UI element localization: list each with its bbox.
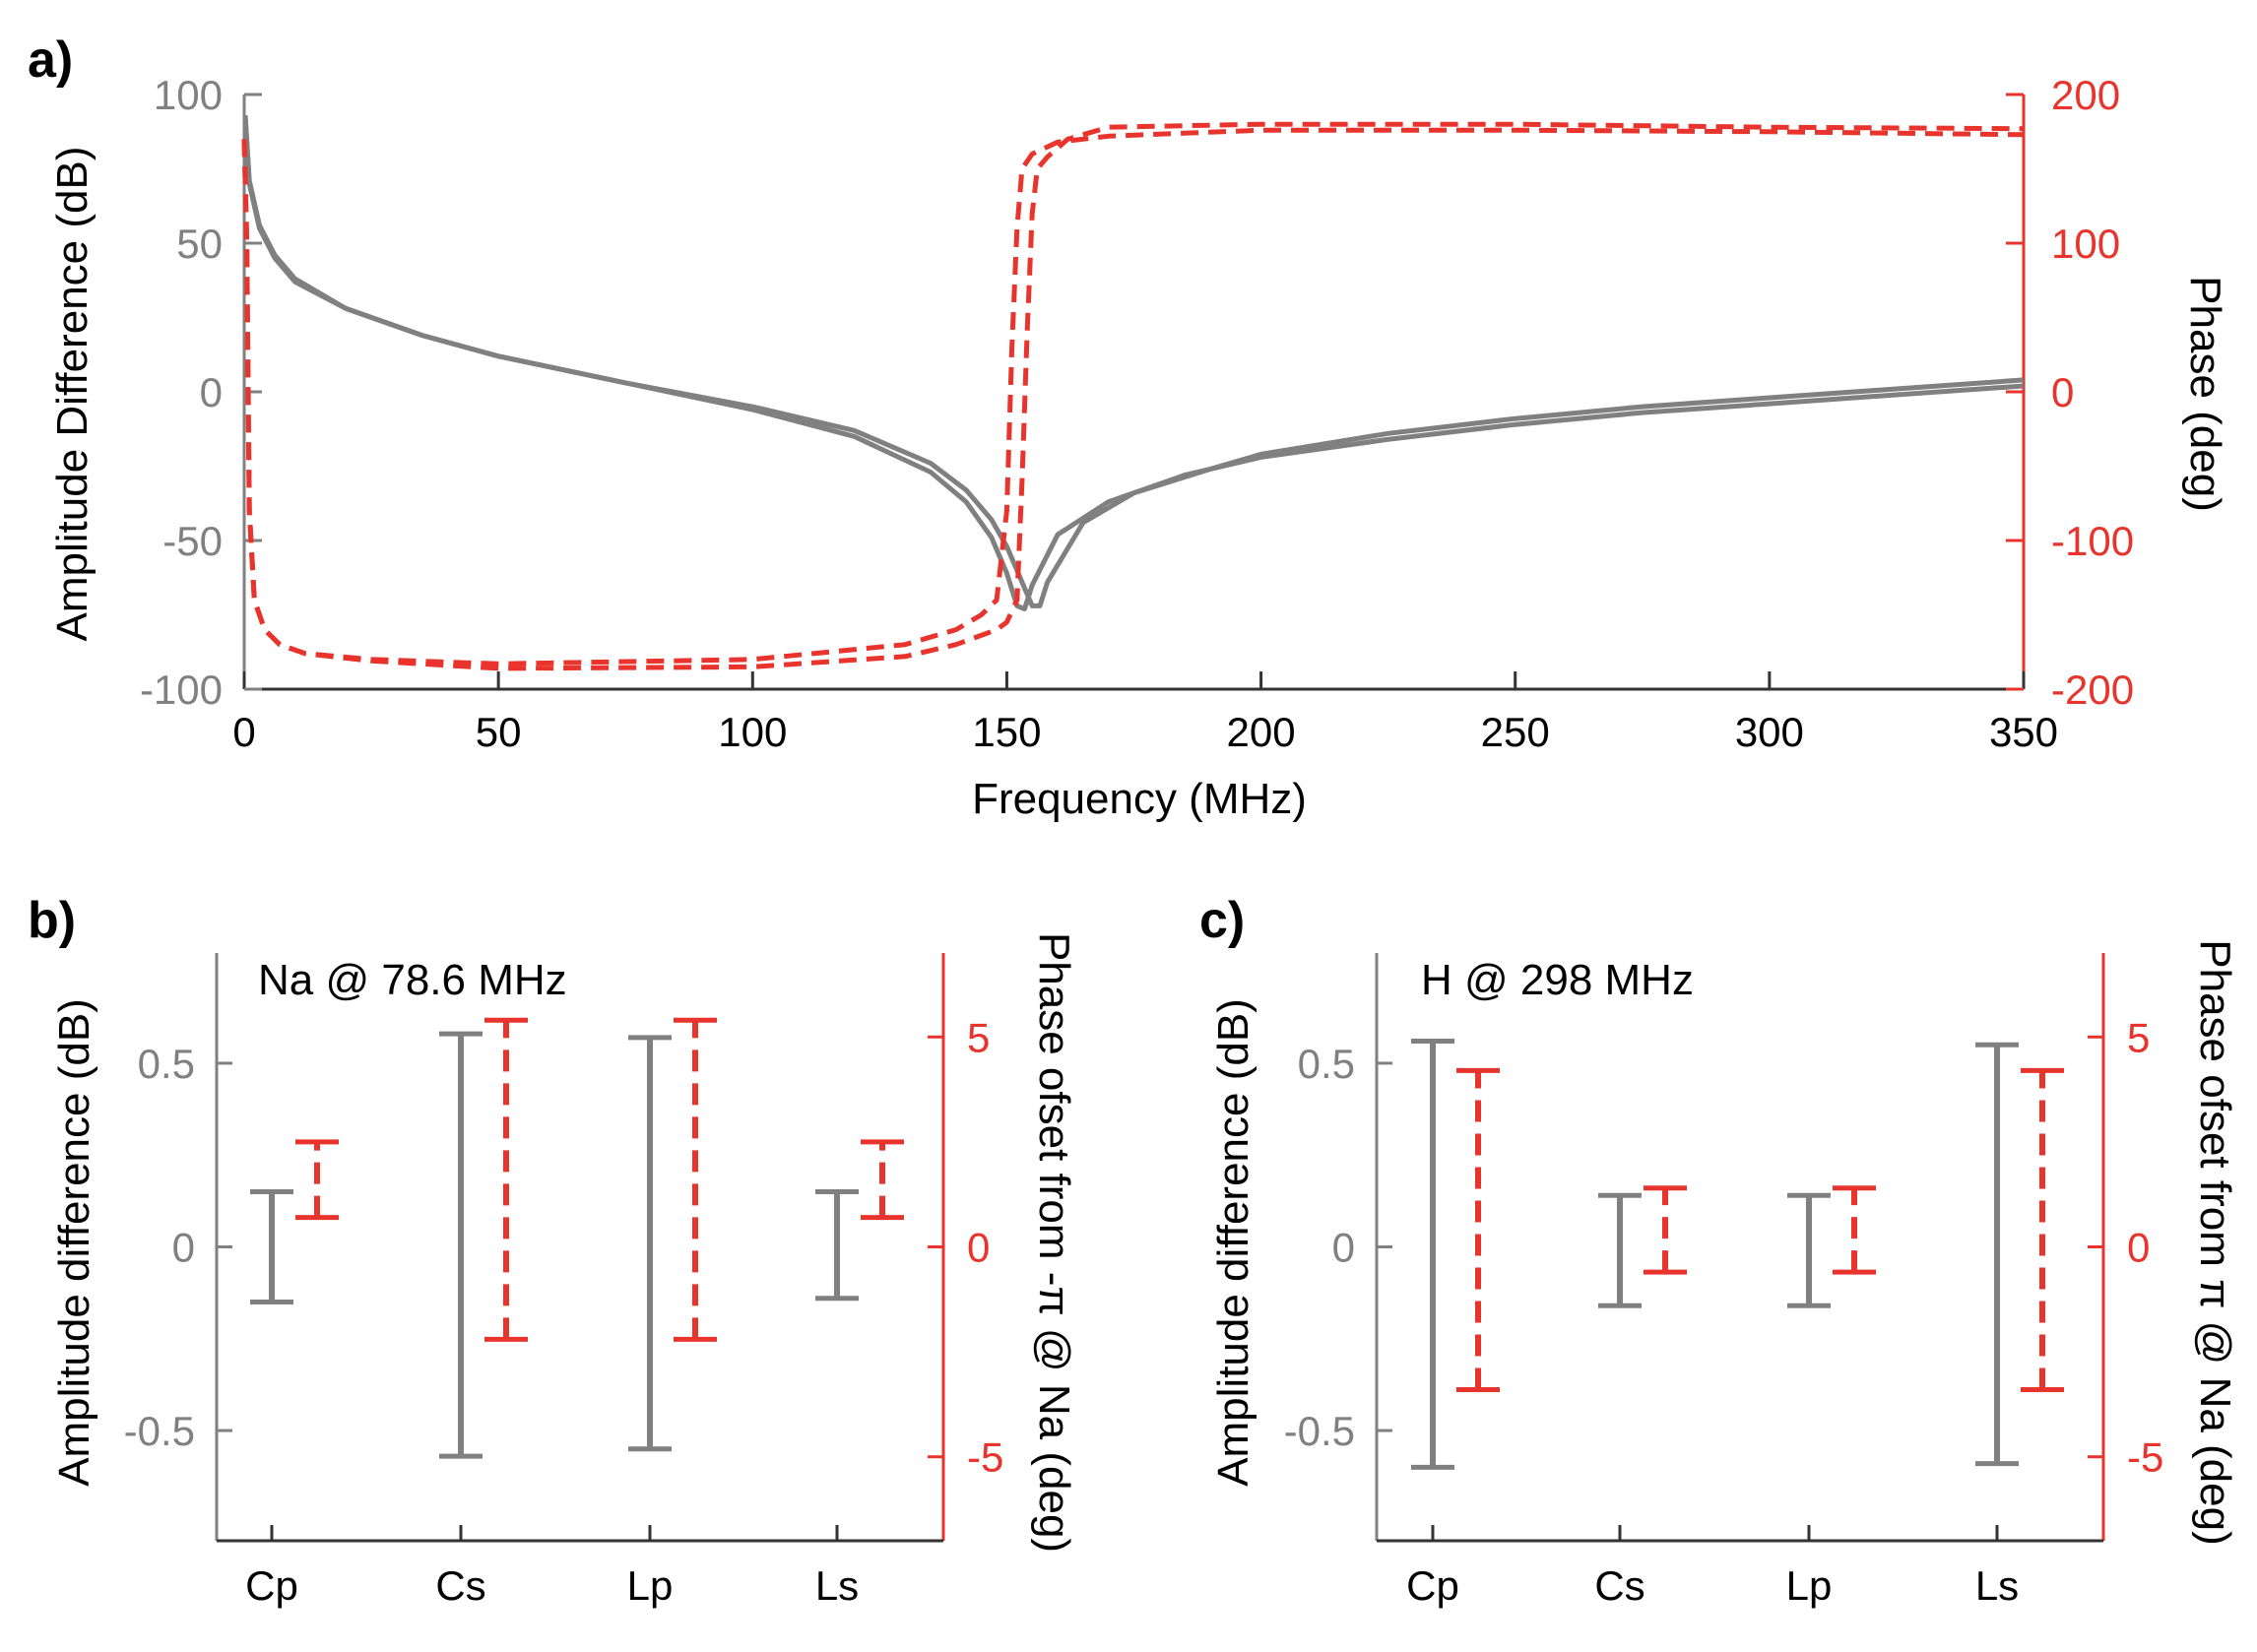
panel-a-right-tick-label: -200: [2051, 667, 2134, 713]
panel-b-right-axis-label: Phase ofset from -π @ Na (deg): [1030, 932, 1078, 1553]
panel-c-label: c): [1199, 892, 1245, 949]
panel-b-phase-errorbar: [674, 1017, 717, 1342]
panel-c-right-tick-label: -5: [2127, 1434, 2163, 1481]
panel-c-amplitude-errorbar: [1598, 1192, 1642, 1308]
panel-a-x-tick-label: 300: [1735, 709, 1804, 755]
panel-b-annotation: Na @ 78.6 MHz: [258, 956, 567, 1004]
panel-b-amplitude-errorbar: [250, 1189, 293, 1304]
panel-b-phase-errorbar: [295, 1139, 339, 1221]
panel-a-label: a): [28, 32, 73, 89]
panel-b-amplitude-errorbar: [815, 1189, 859, 1302]
panel-a-right-tick-label: -100: [2051, 518, 2134, 564]
panel-a: a) 0 50 100 150 200 250 300 350 100 50 0 -50 -100 200…: [28, 32, 2229, 823]
panel-c-phase-errorbar: [2021, 1067, 2064, 1392]
panel-b-right-tick-label: -5: [967, 1434, 1003, 1481]
panel-a-x-tick-label: 0: [232, 709, 255, 755]
panel-c-plot-area: 0.5 0 -0.5 5 0 -5 Cp Cs Lp Ls: [1284, 953, 2163, 1609]
panel-a-x-tick-label: 200: [1227, 709, 1296, 755]
panel-c: c) H @ 298 MHz 0.5 0 -0.5 5 0 -5 Cp Cs Lp Ls Ampl…: [1199, 892, 2239, 1609]
panel-a-right-tick-label: 0: [2051, 369, 2074, 415]
panel-c-left-axis-label: Amplitude difference (dB): [1209, 998, 1257, 1487]
panel-b-left-axis-label: Amplitude difference (dB): [50, 998, 98, 1487]
panel-b-category-label: Cp: [245, 1562, 298, 1609]
panel-b-left-tick-label: 0: [172, 1225, 195, 1271]
amplitude-series-line-2: [242, 114, 2025, 608]
panel-b-amplitude-errorbar: [439, 1031, 483, 1459]
panel-a-left-tick-label: -50: [162, 518, 223, 564]
panel-a-left-tick-label: 0: [200, 369, 223, 415]
panel-b-category-label: Cs: [435, 1562, 485, 1609]
panel-c-amplitude-errorbar: [1411, 1039, 1454, 1470]
panel-a-right-tick-label: 200: [2051, 72, 2120, 118]
panel-b-category-label: Lp: [627, 1562, 674, 1609]
panel-b-plot-area: 0.5 0 -0.5 5 0 -5 Cp Cs Lp Ls: [124, 953, 1003, 1609]
amplitude-series-line-1: [242, 114, 2025, 611]
phase-series-line-4: [241, 121, 2025, 671]
panel-b-left-tick-label: -0.5: [124, 1408, 195, 1454]
panel-a-plot-area: 0 50 100 150 200 250 300 350 100 50 0 -50 -100 200 100…: [140, 72, 2134, 755]
panel-a-right-tick-label: 100: [2051, 221, 2120, 267]
panel-b-right-tick-label: 5: [967, 1014, 990, 1060]
panel-b-right-tick-label: 0: [967, 1225, 990, 1271]
panel-c-left-tick-label: 0.5: [1298, 1041, 1355, 1087]
panel-c-right-tick-label: 0: [2127, 1225, 2150, 1271]
panel-b-phase-errorbar: [861, 1139, 904, 1221]
panel-c-category-label: Ls: [1975, 1562, 2019, 1609]
panel-a-x-tick-label: 150: [972, 709, 1041, 755]
panel-a-left-axis-label: Amplitude Difference (dB): [48, 147, 97, 642]
panel-b-phase-errorbar: [484, 1017, 528, 1342]
panel-a-left-tick-label: 100: [154, 72, 223, 118]
panel-a-x-axis-label: Frequency (MHz): [972, 775, 1307, 823]
panel-b: b) Na @ 78.6 MHz 0.5 0 -0.5 5 0 -5 Cp Cs Lp Ls Am…: [28, 892, 1078, 1609]
panel-a-right-axis-label: Phase (deg): [2181, 276, 2229, 512]
panel-c-left-tick-label: -0.5: [1284, 1408, 1355, 1454]
panel-a-x-tick-label: 50: [476, 709, 522, 755]
panel-c-amplitude-errorbar: [1787, 1192, 1831, 1308]
panel-b-category-label: Ls: [815, 1562, 859, 1609]
panel-b-amplitude-errorbar: [628, 1035, 672, 1452]
panel-c-phase-errorbar: [1833, 1185, 1876, 1275]
panel-c-right-tick-label: 5: [2127, 1014, 2150, 1060]
panel-a-x-tick-label: 350: [1989, 709, 2058, 755]
panel-c-category-label: Lp: [1786, 1562, 1833, 1609]
panel-a-x-tick-label: 100: [718, 709, 787, 755]
panel-c-right-axis-label: Phase ofset from π @ Na (deg): [2191, 939, 2239, 1545]
panel-c-amplitude-errorbar: [1975, 1042, 2019, 1467]
panel-c-left-tick-label: 0: [1332, 1225, 1355, 1271]
panel-a-left-tick-label: -100: [140, 667, 223, 713]
phase-series-line-3: [241, 127, 2025, 667]
panel-c-phase-errorbar: [1456, 1067, 1500, 1392]
panel-c-category-label: Cp: [1406, 1562, 1459, 1609]
panel-b-label: b): [28, 892, 76, 949]
panel-a-x-tick-label: 250: [1481, 709, 1550, 755]
panel-c-phase-errorbar: [1644, 1185, 1687, 1275]
panel-a-left-tick-label: 50: [176, 221, 223, 267]
panel-b-left-tick-label: 0.5: [138, 1041, 195, 1087]
panel-c-category-label: Cs: [1594, 1562, 1644, 1609]
panel-c-annotation: H @ 298 MHz: [1421, 956, 1694, 1004]
